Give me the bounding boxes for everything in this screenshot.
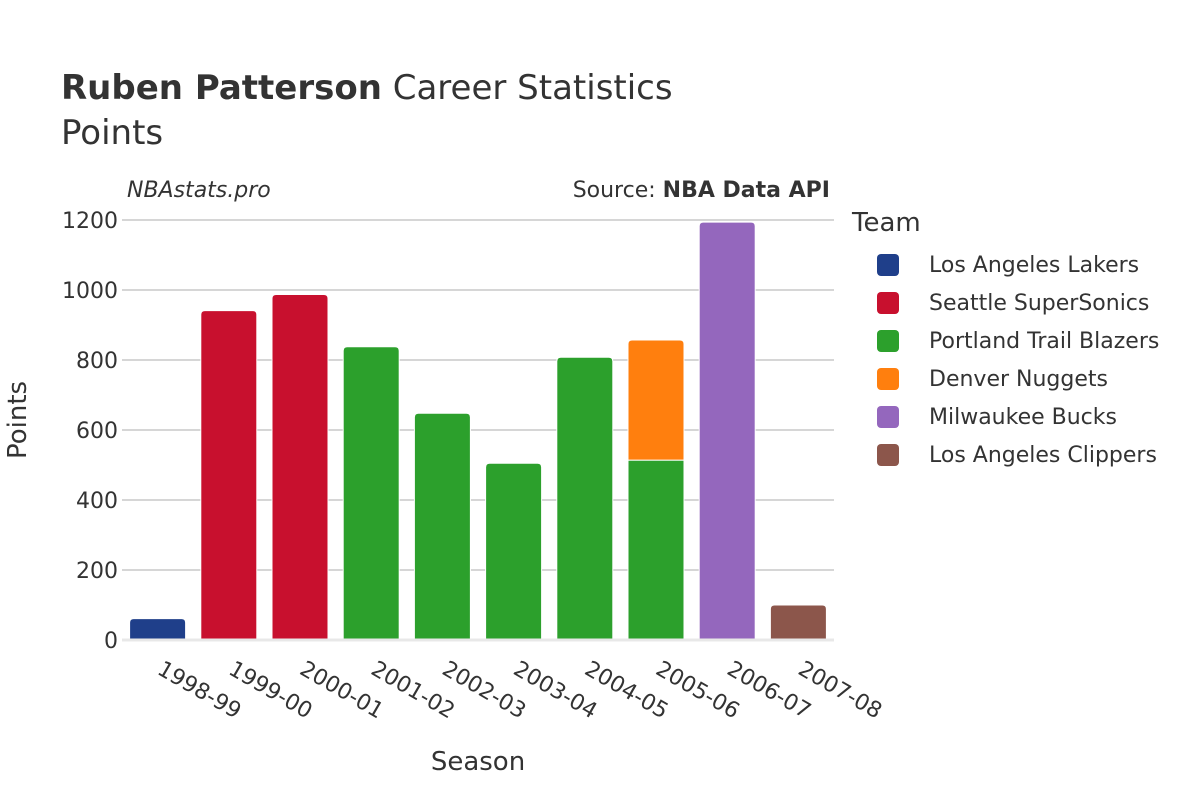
y-tick-label: 400 xyxy=(76,489,118,514)
legend-item[interactable]: Los Angeles Lakers xyxy=(852,246,1159,284)
bar-los-angeles-clippers-2007-08 xyxy=(769,604,827,641)
y-tick-label: 1200 xyxy=(62,209,118,234)
bar-seattle-supersonics-1999-00 xyxy=(200,310,258,641)
legend-label: Denver Nuggets xyxy=(929,366,1108,392)
bar-portland-trail-blazers-2001-02 xyxy=(342,346,400,641)
y-tick-label: 1000 xyxy=(62,279,118,304)
legend-label: Los Angeles Lakers xyxy=(929,252,1140,278)
legend-item[interactable]: Milwaukee Bucks xyxy=(852,398,1159,436)
legend-swatch xyxy=(877,254,899,276)
legend-label: Los Angeles Clippers xyxy=(929,442,1157,468)
y-axis-title: Points xyxy=(3,381,33,459)
legend-swatch xyxy=(877,444,899,466)
bar-portland-trail-blazers-2005-06 xyxy=(627,459,685,641)
title-rest: Career Statistics xyxy=(392,68,673,108)
bar-seattle-supersonics-2000-01 xyxy=(271,294,329,641)
player-name: Ruben Patterson xyxy=(61,68,382,108)
legend-label: Portland Trail Blazers xyxy=(929,328,1160,354)
legend-item[interactable]: Portland Trail Blazers xyxy=(852,322,1159,360)
legend-label: Milwaukee Bucks xyxy=(929,404,1117,430)
legend-item[interactable]: Denver Nuggets xyxy=(852,360,1159,398)
bar-portland-trail-blazers-2002-03 xyxy=(413,412,471,641)
watermark-text: NBAstats.pro xyxy=(127,178,271,203)
legend-item[interactable]: Los Angeles Clippers xyxy=(852,436,1159,474)
legend-swatch xyxy=(877,406,899,428)
y-tick-label: 200 xyxy=(76,559,118,584)
bar-milwaukee-bucks-2006-07 xyxy=(698,221,756,641)
y-tick-label: 800 xyxy=(76,349,118,374)
legend-swatch xyxy=(877,368,899,390)
source-name: NBA Data API xyxy=(662,178,830,203)
y-tick-label: 0 xyxy=(104,629,118,654)
legend: Team Los Angeles Lakers Seattle SuperSoni… xyxy=(852,208,1159,474)
legend-item[interactable]: Seattle SuperSonics xyxy=(852,284,1159,322)
bar-denver-nuggets-2005-06 xyxy=(627,339,685,461)
legend-title: Team xyxy=(852,208,921,238)
legend-label: Seattle SuperSonics xyxy=(929,290,1150,316)
chart-subtitle: Points xyxy=(61,113,164,153)
legend-swatch xyxy=(877,292,899,314)
source-prefix: Source: xyxy=(572,178,663,203)
chart-title: Ruben Patterson Career Statistics xyxy=(61,68,673,108)
legend-swatch xyxy=(877,330,899,352)
bar-los-angeles-lakers-1998-99 xyxy=(129,618,187,641)
bar-portland-trail-blazers-2004-05 xyxy=(556,356,614,641)
y-tick-label: 600 xyxy=(76,419,118,444)
x-axis-title: Season xyxy=(431,747,525,777)
bar-portland-trail-blazers-2003-04 xyxy=(485,462,543,641)
source-note: Source: NBA Data API xyxy=(573,178,830,203)
legend-items: Los Angeles Lakers Seattle SuperSonics Por… xyxy=(852,246,1159,474)
